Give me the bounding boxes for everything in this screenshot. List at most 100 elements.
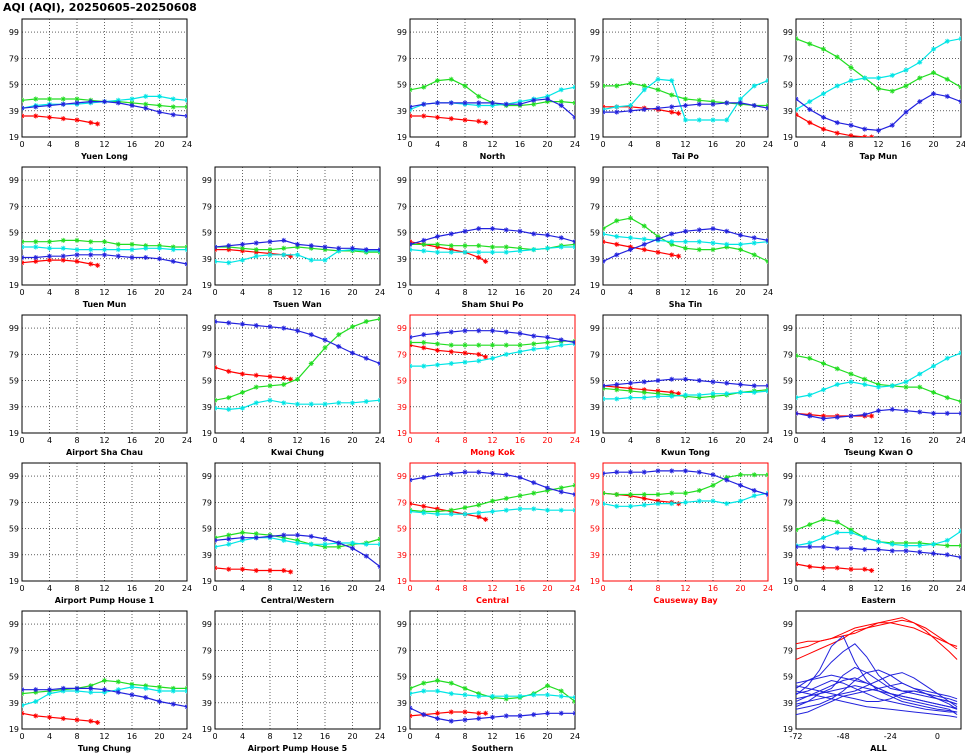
data-point-red	[288, 253, 294, 259]
data-point-cyan	[22, 244, 25, 250]
data-point-red	[33, 258, 39, 264]
y-tick-label: 39	[202, 255, 212, 264]
data-point-green	[435, 677, 440, 683]
y-tick-label: 99	[202, 324, 212, 333]
x-tick-label: 16	[127, 288, 137, 297]
data-point-blue	[558, 103, 564, 109]
data-point-green	[377, 536, 380, 542]
x-tick-label: 8	[848, 584, 853, 593]
data-point-green	[448, 507, 454, 513]
data-point-green	[944, 76, 950, 82]
data-point-blue	[226, 320, 232, 326]
y-tick-label: 59	[783, 81, 793, 90]
x-tick-label: 20	[154, 732, 164, 741]
data-point-cyan	[377, 541, 380, 547]
data-point-cyan	[641, 502, 647, 508]
data-point-cyan	[931, 46, 936, 52]
data-point-red	[253, 568, 259, 574]
data-point-red	[628, 385, 633, 391]
data-point-cyan	[490, 693, 495, 699]
x-tick-label: 12	[99, 436, 109, 445]
data-point-red	[869, 568, 875, 574]
y-tick-label: 79	[9, 498, 19, 507]
data-point-cyan	[572, 244, 575, 250]
data-point-green	[490, 342, 495, 348]
data-point-green	[710, 393, 716, 399]
data-point-green	[47, 239, 52, 245]
data-point-red	[88, 120, 94, 126]
data-point-green	[821, 361, 826, 367]
data-point-blue	[903, 408, 909, 414]
x-tick-label: 24	[182, 732, 192, 741]
x-tick-label: 24	[182, 140, 192, 149]
y-tick-label: 99	[9, 28, 19, 37]
data-point-blue	[958, 554, 961, 560]
data-point-blue	[641, 106, 647, 112]
data-point-cyan	[336, 248, 342, 254]
x-tick-label: 12	[99, 584, 109, 593]
data-point-blue	[22, 105, 25, 111]
data-point-green	[476, 691, 482, 697]
x-tick-label: 12	[873, 584, 883, 593]
panel-title: Airport Sha Chau	[66, 448, 143, 457]
panel-title: Southern	[472, 744, 514, 753]
data-point-cyan	[170, 96, 176, 102]
data-point-blue	[724, 100, 730, 106]
y-tick-label: 39	[590, 107, 600, 116]
data-point-cyan	[157, 245, 162, 251]
x-tick-label: 0	[793, 584, 798, 593]
data-point-blue	[184, 704, 187, 710]
data-point-green	[143, 101, 149, 107]
y-tick-label: 59	[397, 377, 407, 386]
x-tick-label: 0	[19, 140, 24, 149]
y-tick-label: 19	[397, 725, 407, 734]
data-point-cyan	[628, 395, 633, 401]
data-point-cyan	[517, 349, 523, 355]
x-tick-label: 20	[347, 288, 357, 297]
data-point-green	[724, 474, 730, 480]
data-point-blue	[448, 231, 454, 237]
data-point-green	[336, 544, 342, 550]
x-tick-label: 20	[735, 436, 745, 445]
data-point-red	[669, 389, 675, 395]
data-point-cyan	[363, 541, 369, 547]
data-point-cyan	[862, 535, 868, 541]
panel-title: Yuen Long	[80, 152, 128, 161]
y-tick-label: 99	[202, 472, 212, 481]
x-tick-label: 8	[267, 732, 272, 741]
data-point-cyan	[710, 498, 716, 504]
data-point-red	[448, 709, 454, 715]
data-point-blue	[545, 334, 550, 340]
data-point-cyan	[448, 249, 454, 255]
chart-panel-causeway-bay: 19 39 59 79 99 0 4 8 12 16 20 24 Causeway Bay	[590, 462, 773, 605]
y-tick-label: 39	[9, 107, 19, 116]
x-tick-label: 24	[763, 584, 773, 593]
data-point-blue	[628, 469, 633, 475]
data-point-cyan	[143, 685, 149, 691]
data-point-blue	[476, 226, 482, 232]
data-point-blue	[572, 340, 575, 346]
data-point-blue	[490, 226, 495, 232]
data-point-cyan	[281, 252, 287, 258]
data-point-cyan	[226, 406, 232, 412]
y-tick-label: 59	[9, 525, 19, 534]
data-point-green	[129, 100, 135, 106]
data-point-cyan	[215, 258, 218, 264]
data-point-green	[421, 84, 427, 90]
data-point-blue	[435, 330, 440, 336]
x-tick-label: 4	[240, 732, 245, 741]
data-point-cyan	[267, 252, 273, 258]
data-point-red	[267, 374, 273, 380]
x-tick-label: 24	[375, 584, 385, 593]
data-point-cyan	[614, 104, 620, 110]
data-point-cyan	[944, 38, 950, 44]
data-point-blue	[60, 101, 66, 107]
data-point-blue	[531, 231, 537, 237]
data-point-cyan	[308, 541, 314, 547]
x-tick-label: 4	[435, 732, 440, 741]
panel-title: ALL	[870, 744, 886, 753]
data-point-green	[628, 80, 633, 86]
x-tick-label: 20	[928, 140, 938, 149]
data-point-blue	[765, 105, 768, 111]
data-point-green	[628, 388, 633, 394]
